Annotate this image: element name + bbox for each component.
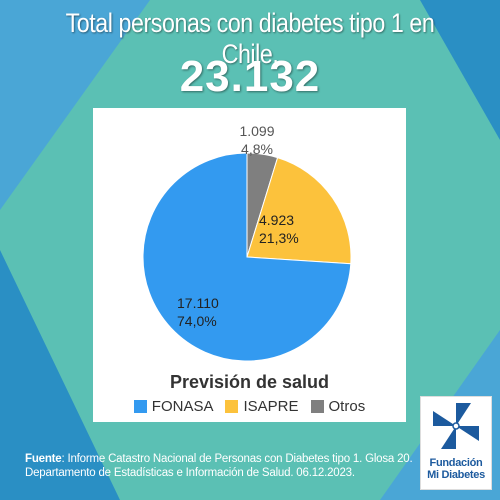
background-triangle-top-left xyxy=(0,0,150,210)
pie-slice-isapre xyxy=(246,156,352,265)
source-label: Fuente xyxy=(25,453,62,465)
source-note: Fuente: Informe Catastro Nacional de Per… xyxy=(25,452,415,480)
legend-label-otros: Otros xyxy=(328,398,366,415)
chart-card: 17.110 74,0% 4.923 21,3% 1.099 4,8% Previsión… xyxy=(93,108,406,422)
logo-line-1: Fundación xyxy=(429,457,483,469)
slice-percent-label-isapre: 21,3% xyxy=(259,230,299,246)
headline-total: 23.132 xyxy=(179,52,321,101)
legend-item-fonasa: FONASA xyxy=(133,398,214,415)
slice-percent-label-otros: 4,8% xyxy=(241,141,273,157)
legend-swatch-otros xyxy=(310,400,324,413)
legend-swatch-isapre xyxy=(225,400,239,413)
legend-item-isapre: ISAPRE xyxy=(225,398,299,415)
pinwheel-icon xyxy=(433,403,479,449)
pie-slice-fonasa xyxy=(142,152,352,362)
legend-label-isapre: ISAPRE xyxy=(243,398,299,415)
pie-chart: 17.110 74,0% 4.923 21,3% 1.099 4,8% xyxy=(142,123,352,362)
source-text: : Informe Catastro Nacional de Personas … xyxy=(25,453,413,479)
slice-value-label-otros: 1.099 xyxy=(239,123,274,139)
legend-item-otros: Otros xyxy=(310,398,366,415)
slice-value-label-isapre: 4.923 xyxy=(259,212,294,228)
background-triangle-bottom-left xyxy=(0,250,120,500)
slice-value-label-fonasa: 17.110 xyxy=(177,295,219,311)
logo-line-2: Mi Diabetes xyxy=(427,469,485,481)
headline-title: Total personas con diabetes tipo 1 en Ch… xyxy=(65,8,435,69)
chart-title: Previsión de salud xyxy=(169,372,330,392)
background-triangle-top-right xyxy=(420,0,500,140)
legend-label-fonasa: FONASA xyxy=(151,398,214,415)
slice-percent-label-fonasa: 74,0% xyxy=(177,313,217,329)
chart-legend: FONASA ISAPRE Otros xyxy=(93,398,406,415)
foundation-logo: Fundación Mi Diabetes xyxy=(420,396,492,490)
legend-swatch-fonasa xyxy=(133,400,147,413)
logo-text: Fundación Mi Diabetes xyxy=(421,457,491,481)
